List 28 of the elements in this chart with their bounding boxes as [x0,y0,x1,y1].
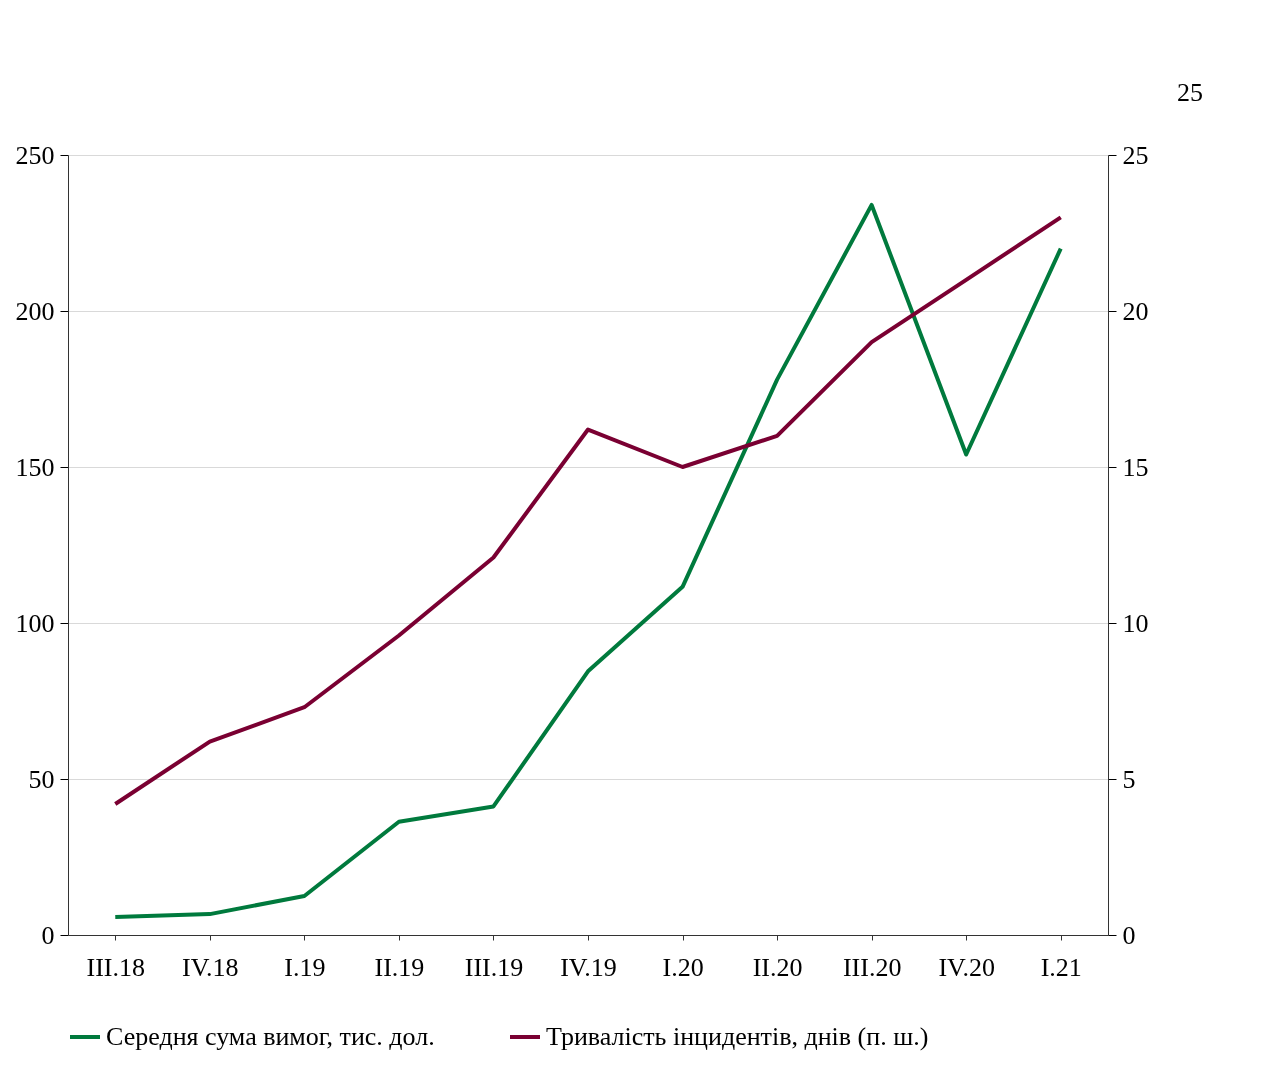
x-tick-label: I.19 [284,952,326,982]
text: 25 [1177,78,1203,107]
y-tick-label: 150 [15,452,55,482]
y-tick-label: 100 [15,608,55,638]
y2-tick-label: 25 [1122,140,1149,170]
line-series [113,202,1063,919]
y2-tick-label: 5 [1122,764,1136,794]
y2-tick-label: 10 [1122,608,1149,638]
line-series [113,215,1063,806]
y-tick-label: 50 [28,764,55,794]
legend-label: Тривалість інцидентів, днів (п. ш.) [546,1022,929,1051]
x-tick-label: III.19 [464,952,524,982]
y2-tick-label: 20 [1122,296,1149,326]
y2-tick-label: 15 [1122,452,1149,482]
y-tick-label: 0 [41,920,55,950]
legend-label: Середня сума вимог, тис. дол. [106,1022,435,1051]
x-tick-label: IV.19 [560,952,617,982]
x-tick-label: IV.20 [938,952,995,982]
x-tick-label: III.18 [86,952,146,982]
x-tick-label: III.20 [842,952,902,982]
x-tick-label: II.20 [752,952,803,982]
x-tick-label: I.21 [1040,952,1082,982]
x-tick-label: IV.18 [182,952,239,982]
y-tick-label: 200 [15,296,55,326]
x-tick-label: I.20 [662,952,704,982]
y-tick-label: 250 [15,140,55,170]
x-tick-label: II.19 [374,952,425,982]
y2-tick-label: 0 [1122,920,1136,950]
